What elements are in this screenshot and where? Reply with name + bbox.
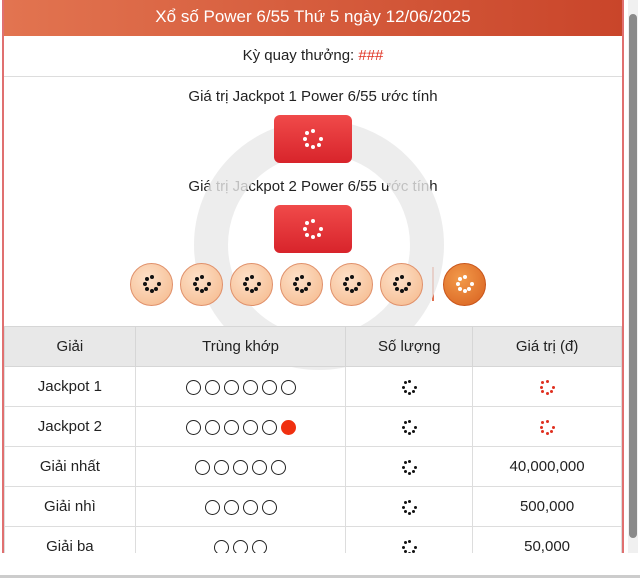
- count-cell: [345, 446, 474, 487]
- match-circle-icon: [223, 419, 239, 435]
- draw-number: Kỳ quay thưởng: ###: [4, 36, 622, 77]
- loading-icon: [539, 379, 555, 395]
- loading-spinner-icon: [455, 274, 475, 294]
- power-ball: [443, 262, 486, 306]
- prize-name: Giải ba: [4, 526, 136, 553]
- divider: [0, 575, 640, 578]
- match-circle-icon: [233, 459, 249, 475]
- match-cell: [134, 446, 347, 487]
- loading-icon: [401, 419, 417, 435]
- loading-spinner-icon: [192, 274, 212, 294]
- count-cell: [345, 486, 474, 527]
- match-circle-icon: [242, 379, 258, 395]
- ball: [130, 262, 173, 306]
- match-cell: [134, 406, 347, 447]
- prize-table: Giải Trùng khớp Số lượng Giá trị (đ) Jackpo…: [4, 326, 622, 553]
- prize-name: Jackpot 1: [4, 366, 136, 407]
- results-panel: Xổ số Power 6/55 Thứ 5 ngày 12/06/2025 K…: [2, 0, 624, 553]
- match-circle-icon: [214, 539, 230, 553]
- match-circle-icon: [261, 419, 277, 435]
- loading-spinner-icon: [242, 274, 262, 294]
- match-circle-icon: [223, 499, 239, 515]
- jackpot1-label: Giá trị Jackpot 1 Power 6/55 ước tính: [188, 88, 438, 105]
- page-title: Xổ số Power 6/55 Thứ 5 ngày 12/06/2025: [4, 0, 622, 36]
- loading-spinner-icon: [392, 274, 412, 294]
- jackpot1-value-box: [274, 115, 352, 163]
- match-circle-icon: [280, 379, 296, 395]
- power-circle-icon: [280, 419, 296, 435]
- table-row: Jackpot 2: [4, 406, 622, 447]
- match-circle-icon: [204, 379, 220, 395]
- value-cell: 50,000: [472, 526, 622, 553]
- table-row: Giải nhất 40,000,000: [4, 446, 622, 487]
- prize-value: 40,000,000: [509, 458, 585, 475]
- match-circle-icon: [271, 459, 287, 475]
- prize-value: 50,000: [524, 538, 571, 553]
- match-cell: [134, 486, 347, 527]
- loading-spinner-icon: [292, 274, 312, 294]
- match-circle-icon: [252, 539, 268, 553]
- loading-icon: [401, 379, 417, 395]
- jackpot2-value-box: [274, 205, 352, 253]
- ball: [180, 262, 223, 306]
- loading-icon: [401, 539, 417, 553]
- prize-name: Giải nhất: [4, 446, 136, 487]
- column-header: Giải: [4, 326, 136, 367]
- ball: [330, 262, 373, 306]
- match-circle-icon: [242, 499, 258, 515]
- ball: [380, 262, 423, 306]
- match-cell: [134, 526, 347, 553]
- match-circle-icon: [214, 459, 230, 475]
- value-cell: 500,000: [472, 486, 622, 527]
- loading-spinner-icon: [142, 274, 162, 294]
- match-circle-icon: [204, 419, 220, 435]
- value-cell: [472, 366, 622, 407]
- match-circle-icon: [195, 459, 211, 475]
- loading-spinner-icon: [342, 274, 362, 294]
- count-cell: [345, 366, 474, 407]
- value-cell: 40,000,000: [472, 446, 622, 487]
- prize-name: Giải nhì: [4, 486, 136, 527]
- match-cell: [134, 366, 347, 407]
- draw-value: ###: [358, 47, 384, 64]
- loading-icon: [539, 419, 555, 435]
- column-header: Giá trị (đ): [472, 326, 622, 367]
- match-circle-icon: [185, 419, 201, 435]
- match-circle-icon: [261, 379, 277, 395]
- table-row: Giải ba 50,000: [4, 526, 622, 553]
- match-circle-icon: [223, 379, 239, 395]
- loading-icon: [401, 459, 417, 475]
- count-cell: [345, 406, 474, 447]
- result-balls: [4, 262, 622, 306]
- loading-spinner-icon: [303, 219, 323, 239]
- count-cell: [345, 526, 474, 553]
- value-cell: [472, 406, 622, 447]
- match-circle-icon: [185, 379, 201, 395]
- match-circle-icon: [261, 499, 277, 515]
- match-circle-icon: [233, 539, 249, 553]
- prize-name: Jackpot 2: [4, 406, 136, 447]
- column-header: Số lượng: [345, 326, 474, 367]
- table-row: Giải nhì 500,000: [4, 486, 622, 527]
- loading-icon: [401, 499, 417, 515]
- scrollbar-thumb[interactable]: [629, 14, 637, 538]
- column-header: Trùng khớp: [134, 326, 347, 367]
- match-circle-icon: [204, 499, 220, 515]
- ball: [280, 262, 323, 306]
- match-circle-icon: [242, 419, 258, 435]
- ball: [230, 262, 273, 306]
- loading-spinner-icon: [303, 129, 323, 149]
- draw-label: Kỳ quay thưởng:: [242, 47, 359, 64]
- table-row: Jackpot 1: [4, 366, 622, 407]
- prize-value: 500,000: [519, 498, 575, 515]
- match-circle-icon: [252, 459, 268, 475]
